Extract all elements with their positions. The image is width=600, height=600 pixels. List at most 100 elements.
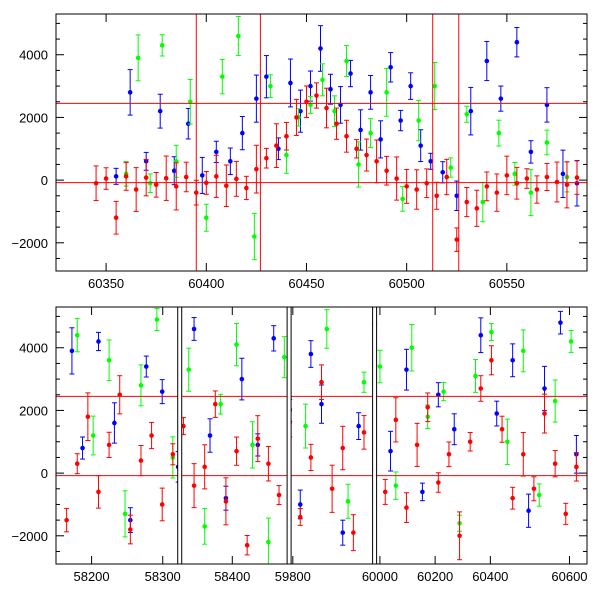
data-point bbox=[528, 190, 534, 195]
data-point bbox=[563, 511, 569, 517]
data-point bbox=[388, 64, 393, 70]
series-1 bbox=[74, 307, 574, 564]
x-tick-label: 58300 bbox=[145, 569, 181, 584]
data-point bbox=[294, 115, 299, 120]
data-point bbox=[414, 187, 419, 192]
data-point bbox=[324, 105, 329, 111]
data-point bbox=[448, 165, 454, 170]
data-point bbox=[504, 173, 510, 178]
data-point bbox=[271, 336, 277, 341]
data-point bbox=[542, 386, 547, 391]
data-point bbox=[203, 215, 209, 221]
data-point bbox=[332, 108, 337, 114]
panel-gap bbox=[177, 306, 182, 565]
data-point bbox=[90, 433, 96, 438]
data-point bbox=[173, 184, 179, 189]
data-point bbox=[528, 149, 534, 155]
data-point bbox=[234, 448, 239, 454]
data-point bbox=[186, 367, 192, 372]
y-tick-label: −2000 bbox=[11, 529, 48, 544]
data-point bbox=[416, 118, 421, 123]
data-point bbox=[451, 426, 457, 432]
data-point bbox=[113, 174, 119, 179]
data-point bbox=[112, 420, 117, 426]
data-point bbox=[498, 96, 504, 101]
data-point bbox=[329, 486, 335, 492]
top-chart-panel: −2000 0 2000 4000 60350 60400 60450 60500 60550 bbox=[11, 13, 588, 291]
data-point bbox=[356, 423, 361, 429]
data-point bbox=[414, 442, 420, 448]
data-point bbox=[288, 80, 293, 86]
plot-area bbox=[56, 307, 587, 564]
data-point bbox=[319, 401, 324, 407]
data-point bbox=[64, 517, 69, 523]
data-point bbox=[314, 93, 319, 98]
data-point bbox=[496, 130, 502, 136]
data-point bbox=[368, 90, 373, 95]
data-point bbox=[250, 442, 255, 448]
data-point bbox=[234, 342, 239, 347]
data-point bbox=[474, 206, 480, 211]
data-point bbox=[404, 505, 409, 510]
plot-frame bbox=[55, 306, 588, 565]
data-point bbox=[489, 357, 494, 363]
data-point bbox=[436, 480, 441, 485]
data-point bbox=[464, 199, 470, 205]
x-tick-label: 60350 bbox=[88, 276, 124, 291]
data-point bbox=[274, 143, 279, 148]
data-point bbox=[356, 162, 361, 167]
data-point bbox=[408, 83, 413, 89]
data-point bbox=[473, 373, 478, 379]
data-point bbox=[181, 423, 186, 429]
data-point bbox=[499, 426, 505, 432]
x-tick-label: 60600 bbox=[551, 569, 587, 584]
data-point bbox=[236, 33, 241, 39]
data-point bbox=[220, 74, 225, 79]
data-point bbox=[425, 404, 431, 410]
data-point bbox=[424, 180, 429, 186]
data-point bbox=[106, 442, 112, 448]
data-point bbox=[484, 58, 490, 64]
data-point bbox=[85, 414, 91, 419]
data-point bbox=[170, 452, 176, 457]
data-point bbox=[69, 348, 75, 354]
data-point bbox=[319, 379, 324, 385]
x-tick-label: 60550 bbox=[489, 276, 525, 291]
data-point bbox=[512, 171, 518, 177]
x-tick-label: 60400 bbox=[472, 569, 508, 584]
data-point bbox=[214, 149, 219, 155]
data-point bbox=[554, 179, 560, 185]
data-point bbox=[159, 389, 165, 394]
data-point bbox=[344, 133, 349, 139]
data-point bbox=[368, 130, 373, 136]
x-tick-label: 60000 bbox=[362, 569, 398, 584]
data-point bbox=[574, 464, 579, 470]
series-0 bbox=[113, 25, 580, 212]
data-point bbox=[440, 169, 446, 175]
data-point bbox=[93, 180, 99, 186]
data-point bbox=[494, 190, 500, 195]
y-tick-label: 0 bbox=[41, 173, 48, 188]
data-point bbox=[254, 96, 259, 101]
data-point bbox=[163, 175, 169, 181]
data-point bbox=[127, 90, 133, 95]
data-point bbox=[318, 46, 323, 51]
data-point bbox=[378, 137, 383, 142]
data-point bbox=[284, 152, 289, 158]
data-point bbox=[340, 445, 346, 451]
data-point bbox=[552, 398, 558, 404]
data-point bbox=[138, 383, 144, 388]
y-tick-label: 4000 bbox=[19, 48, 48, 63]
data-point bbox=[514, 180, 520, 186]
data-point bbox=[480, 199, 486, 205]
data-point bbox=[457, 533, 462, 539]
data-point bbox=[526, 508, 531, 514]
data-point bbox=[524, 176, 530, 181]
data-point bbox=[191, 326, 197, 332]
panel-gap bbox=[287, 306, 292, 565]
data-point bbox=[354, 146, 359, 152]
data-point bbox=[123, 174, 129, 179]
y-tick-label: 2000 bbox=[19, 110, 48, 125]
data-point bbox=[564, 182, 570, 188]
